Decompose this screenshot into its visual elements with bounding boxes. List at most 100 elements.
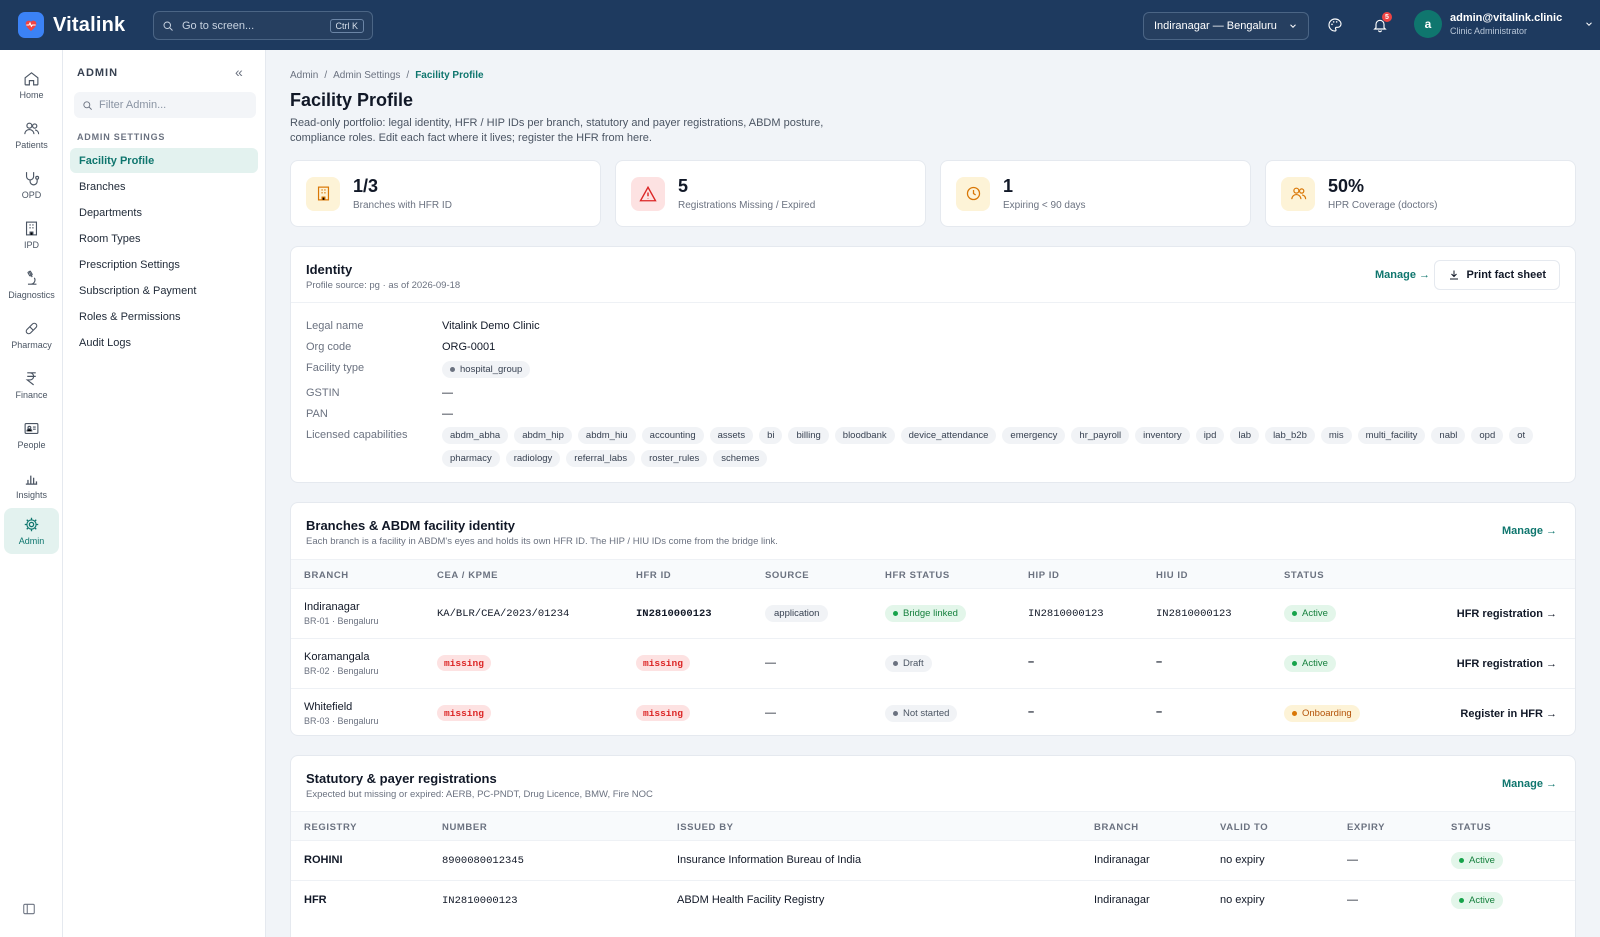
rail-item-opd[interactable]: OPD bbox=[4, 162, 59, 208]
subnav-item-branches[interactable]: Branches bbox=[79, 180, 126, 193]
bar-chart-icon bbox=[25, 475, 38, 485]
column-header: HIP ID bbox=[1028, 570, 1060, 581]
subnav-title: ADMIN bbox=[77, 67, 119, 79]
global-search[interactable]: Go to screen... Ctrl K bbox=[153, 11, 373, 40]
top-bar: Vitalink Go to screen... Ctrl K Indirana… bbox=[0, 0, 1600, 50]
kpi-value: 1 bbox=[1003, 176, 1014, 196]
valid-to-value: no expiry bbox=[1220, 894, 1265, 906]
rail-item-admin[interactable]: Admin bbox=[4, 508, 59, 554]
capability-chip: nabl bbox=[1431, 427, 1466, 444]
subnav-item-subscription[interactable]: Subscription & Payment bbox=[79, 284, 197, 297]
missing-badge: missing bbox=[437, 655, 491, 671]
column-header: NUMBER bbox=[442, 822, 488, 833]
capability-chip: referral_labs bbox=[566, 450, 636, 467]
user-menu[interactable]: a admin@vitalink.clinic Clinic Administr… bbox=[1414, 10, 1594, 38]
pan-value: — bbox=[442, 408, 453, 420]
legal-name-label: Legal name bbox=[306, 320, 364, 332]
issued-by-value: ABDM Health Facility Registry bbox=[677, 894, 825, 906]
subnav-item-prescription-settings[interactable]: Prescription Settings bbox=[79, 258, 180, 271]
column-header: VALID TO bbox=[1220, 822, 1269, 833]
search-shortcut: Ctrl K bbox=[329, 18, 364, 33]
rail-label: Finance bbox=[15, 390, 48, 400]
status-badge: Active bbox=[1469, 855, 1495, 866]
rail-label: OPD bbox=[21, 190, 42, 200]
rail-item-people[interactable]: People bbox=[4, 412, 59, 458]
search-icon bbox=[83, 100, 92, 110]
table-row[interactable]: HFR IN2810000123 ABDM Health Facility Re… bbox=[291, 881, 1575, 921]
subnav-item-room-types[interactable]: Room Types bbox=[79, 232, 141, 245]
main-content: Admin / Admin Settings / Facility Profil… bbox=[266, 50, 1600, 937]
cea-value: KA/BLR/CEA/2023/01234 bbox=[437, 608, 570, 620]
collapse-icon[interactable]: « bbox=[235, 64, 243, 80]
breadcrumb-admin[interactable]: Admin bbox=[290, 70, 319, 81]
admin-subnav: ADMIN « Filter Admin... ADMIN SETTINGS F… bbox=[63, 50, 266, 937]
capability-chip: opd bbox=[1471, 427, 1504, 444]
hfr-registration-link[interactable]: HFR registration → bbox=[1456, 608, 1557, 620]
print-fact-sheet-button[interactable]: Print fact sheet bbox=[1433, 260, 1560, 290]
branch-name: Koramangala bbox=[304, 651, 370, 663]
identity-card: Identity Profile source: pg · as of 2026… bbox=[290, 246, 1576, 483]
facility-type-value: hospital_group bbox=[460, 364, 523, 375]
registrations-manage-link[interactable]: Manage → bbox=[1501, 778, 1557, 790]
capability-chip: hr_payroll bbox=[1071, 427, 1130, 444]
warning-icon bbox=[631, 176, 665, 211]
rail-item-finance[interactable]: Finance bbox=[4, 362, 59, 408]
identity-manage-link[interactable]: Manage → bbox=[1374, 269, 1430, 281]
hfr-status-cell: Draft bbox=[885, 655, 932, 672]
bell-icon[interactable]: 5 bbox=[1370, 12, 1392, 35]
capability-chip: abdm_abha bbox=[442, 427, 509, 444]
column-header: BRANCH bbox=[1094, 822, 1139, 833]
register-in-hfr-link[interactable]: Register in HFR → bbox=[1460, 708, 1557, 720]
rail-item-home[interactable]: Home bbox=[4, 62, 59, 108]
hfr-status-badge: Bridge linked bbox=[903, 608, 958, 619]
capability-chip: multi_facility bbox=[1357, 427, 1426, 444]
branch-selector[interactable]: Indiranagar — Bengaluru bbox=[1143, 12, 1309, 40]
chevron-down-icon bbox=[1290, 24, 1296, 28]
sidebar-toggle-icon[interactable] bbox=[22, 902, 36, 919]
notification-badge: 5 bbox=[1382, 12, 1392, 22]
subnav-item-roles[interactable]: Roles & Permissions bbox=[79, 310, 181, 323]
subnav-item-audit-logs[interactable]: Audit Logs bbox=[79, 336, 131, 349]
rail-item-patients[interactable]: Patients bbox=[4, 112, 59, 158]
table-row[interactable]: Indiranagar BR-01 · Bengaluru KA/BLR/CEA… bbox=[291, 589, 1575, 639]
breadcrumb-admin-settings[interactable]: Admin Settings bbox=[333, 70, 401, 81]
status-badge: Active bbox=[1302, 608, 1328, 619]
capabilities-label: Licensed capabilities bbox=[306, 429, 408, 441]
branches-subtitle: Each branch is a facility in ABDM's eyes… bbox=[306, 536, 778, 547]
id-card-icon bbox=[24, 422, 39, 435]
theme-palette-icon[interactable] bbox=[1325, 15, 1345, 35]
subnav-item-departments[interactable]: Departments bbox=[79, 206, 142, 219]
hfr-registration-link[interactable]: HFR registration → bbox=[1456, 658, 1557, 670]
hfr-id-cell: missing bbox=[636, 705, 690, 721]
filter-admin-input[interactable]: Filter Admin... bbox=[74, 92, 256, 118]
org-code-value: ORG-0001 bbox=[442, 341, 496, 353]
expiry-value: — bbox=[1347, 894, 1358, 906]
table-row[interactable]: ROHINI 8900080012345 Insurance Informati… bbox=[291, 841, 1575, 881]
capability-chip: roster_rules bbox=[641, 450, 708, 467]
rail-item-insights[interactable]: Insights bbox=[4, 462, 59, 508]
home-icon bbox=[24, 72, 39, 86]
source-value: — bbox=[765, 657, 776, 669]
print-label: Print fact sheet bbox=[1466, 269, 1546, 281]
rail-item-ipd[interactable]: IPD bbox=[4, 212, 59, 258]
subnav-item-facility-profile[interactable]: Facility Profile bbox=[70, 148, 258, 173]
breadcrumb-current: Facility Profile bbox=[415, 70, 484, 81]
branch-value: Indiranagar bbox=[1094, 894, 1150, 906]
capability-chip: bi bbox=[759, 427, 783, 444]
expiry-value: — bbox=[1347, 854, 1358, 866]
branches-manage-link[interactable]: Manage → bbox=[1501, 525, 1557, 537]
brand[interactable]: Vitalink bbox=[0, 12, 153, 38]
cea-cell: missing bbox=[437, 705, 491, 721]
kpi-value: 50% bbox=[1328, 176, 1365, 196]
rail-item-pharmacy[interactable]: Pharmacy bbox=[4, 312, 59, 358]
rail-item-diagnostics[interactable]: Diagnostics bbox=[4, 262, 59, 308]
column-header: HIU ID bbox=[1156, 570, 1189, 581]
capability-chip: abdm_hiu bbox=[577, 427, 636, 444]
facility-type-label: Facility type bbox=[306, 362, 365, 374]
branch-cell: Whitefield BR-03 · Bengaluru bbox=[304, 701, 379, 726]
table-row[interactable]: Whitefield BR-03 · Bengaluru missing mis… bbox=[291, 689, 1575, 735]
missing-badge: missing bbox=[636, 705, 690, 721]
column-header: EXPIRY bbox=[1347, 822, 1386, 833]
table-row[interactable]: Koramangala BR-02 · Bengaluru missing mi… bbox=[291, 639, 1575, 689]
column-header: HFR STATUS bbox=[885, 570, 950, 581]
